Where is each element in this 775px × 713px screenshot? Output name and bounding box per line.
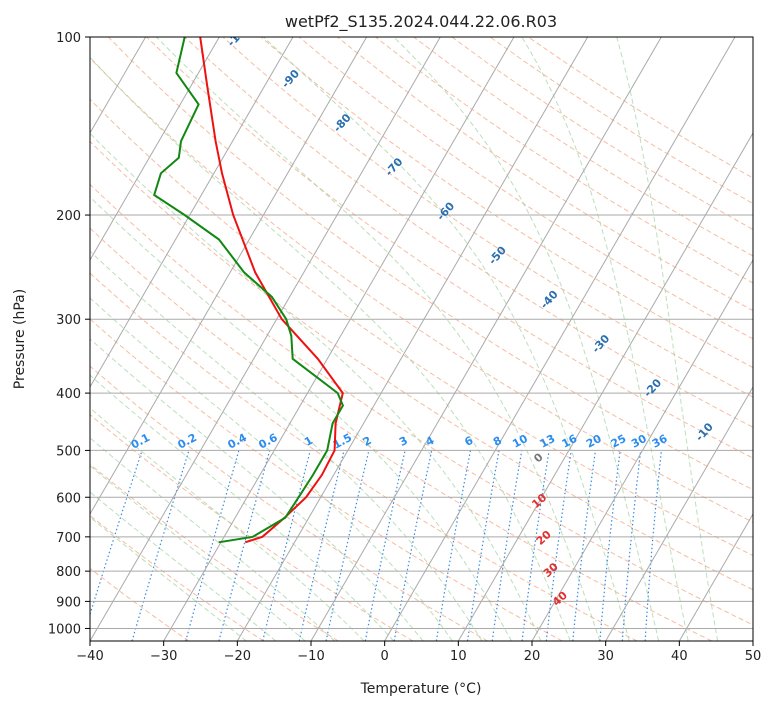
- x-tick-label: 0: [381, 649, 389, 664]
- y-tick-label: 900: [56, 595, 81, 610]
- x-axis-label: Temperature (°C): [360, 681, 482, 697]
- y-tick-label: 600: [56, 491, 81, 506]
- x-tick-label: −30: [150, 649, 177, 664]
- x-tick-label: −40: [76, 649, 103, 664]
- x-tick-label: 40: [671, 649, 688, 664]
- x-tick-label: 50: [745, 649, 762, 664]
- y-axis-label: Pressure (hPa): [12, 289, 28, 389]
- y-tick-label: 1000: [48, 622, 81, 637]
- y-tick-label: 200: [56, 209, 81, 224]
- y-tick-label: 100: [56, 31, 81, 46]
- y-tick-label: 300: [56, 313, 81, 328]
- chart-title: wetPf2_S135.2024.044.22.06.R03: [285, 12, 557, 32]
- x-tick-label: −20: [224, 649, 251, 664]
- y-tick-label: 400: [56, 387, 81, 402]
- y-tick-label: 800: [56, 565, 81, 580]
- x-tick-label: −10: [297, 649, 324, 664]
- y-tick-label: 500: [56, 444, 81, 459]
- x-tick-label: 30: [597, 649, 614, 664]
- x-tick-label: 10: [450, 649, 467, 664]
- y-tick-label: 700: [56, 531, 81, 546]
- x-tick-label: 20: [524, 649, 541, 664]
